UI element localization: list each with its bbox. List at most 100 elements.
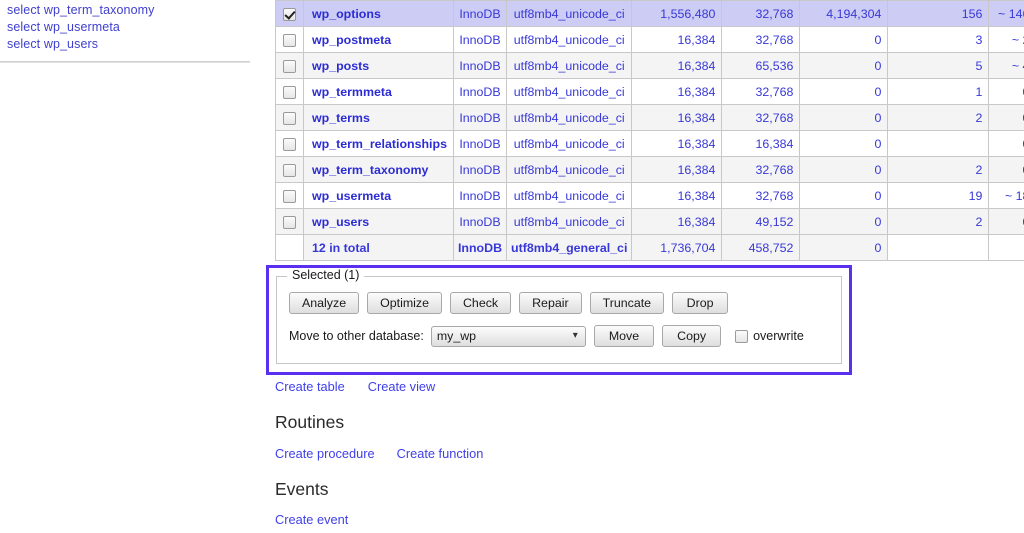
optimize-button[interactable]: Optimize — [367, 292, 442, 314]
routines-links-row: Create procedure Create function — [275, 446, 483, 461]
table-free-cell: 0 — [799, 182, 889, 209]
overwrite-label: overwrite — [753, 329, 804, 343]
left-pane-divider — [0, 61, 250, 63]
total-size-cell: 1,736,704 — [631, 234, 723, 261]
table-engine-cell: InnoDB — [452, 208, 508, 235]
table-rows-cell: 2 — [887, 104, 990, 131]
create-procedure-link[interactable]: Create procedure — [275, 446, 375, 461]
row-checkbox[interactable] — [283, 137, 296, 151]
create-event-link[interactable]: Create event — [275, 512, 349, 527]
move-button[interactable]: Move — [593, 325, 655, 347]
table-row[interactable]: wp_terms InnoDB utf8mb4_unicode_ci 16,38… — [275, 104, 1024, 131]
row-checkbox-cell[interactable] — [275, 78, 304, 105]
table-row[interactable]: wp_termmeta InnoDB utf8mb4_unicode_ci 16… — [275, 78, 1024, 105]
row-checkbox[interactable] — [283, 189, 296, 203]
table-name-link[interactable]: wp_term_relationships — [312, 136, 447, 151]
move-to-database-row: Move to other database: my_wp ▾ Move Cop… — [289, 325, 804, 347]
table-free-cell: 0 — [799, 208, 889, 235]
table-free-cell: 0 — [799, 130, 889, 157]
table-engine-cell: InnoDB — [452, 78, 508, 105]
table-size-cell: 16,384 — [631, 130, 723, 157]
table-name-link[interactable]: wp_usermeta — [312, 188, 392, 203]
nav-link-select-wp-term-taxonomy[interactable]: select wp_term_taxonomy — [7, 3, 155, 17]
table-free-cell: 4,194,304 — [799, 0, 889, 27]
create-function-link[interactable]: Create function — [396, 446, 484, 461]
table-row[interactable]: wp_users InnoDB utf8mb4_unicode_ci 16,38… — [275, 208, 1024, 235]
table-name-cell[interactable]: wp_posts — [303, 52, 454, 79]
row-checkbox[interactable] — [283, 59, 296, 73]
table-name-link[interactable]: wp_term_taxonomy — [312, 162, 429, 177]
table-collation-cell: utf8mb4_unicode_ci — [506, 0, 633, 27]
table-free-cell: 0 — [799, 52, 889, 79]
drop-button[interactable]: Drop — [672, 292, 729, 314]
table-name-cell[interactable]: wp_postmeta — [303, 26, 454, 53]
table-row[interactable]: wp_options InnoDB utf8mb4_unicode_ci 1,5… — [275, 0, 1024, 27]
create-table-link[interactable]: Create table — [275, 379, 345, 394]
table-approx-cell: 0 — [988, 156, 1024, 183]
table-size-cell: 16,384 — [631, 78, 723, 105]
chevron-down-icon: ▾ — [572, 329, 578, 341]
table-rows-cell: 3 — [887, 26, 990, 53]
row-checkbox-cell[interactable] — [275, 104, 304, 131]
truncate-button[interactable]: Truncate — [589, 292, 665, 314]
table-collation-cell: utf8mb4_unicode_ci — [506, 130, 633, 157]
table-name-link[interactable]: wp_users — [312, 214, 370, 229]
row-checkbox-cell[interactable] — [275, 52, 304, 79]
table-free-cell: 0 — [799, 104, 889, 131]
table-name-cell[interactable]: wp_options — [303, 0, 454, 27]
selected-action-buttons: Analyze Optimize Check Repair Truncate D… — [289, 292, 729, 314]
table-collation-cell: utf8mb4_unicode_ci — [506, 182, 633, 209]
table-name-cell[interactable]: wp_terms — [303, 104, 454, 131]
table-overhead-cell: 32,768 — [721, 104, 801, 131]
table-name-link[interactable]: wp_posts — [312, 58, 370, 73]
table-name-cell[interactable]: wp_usermeta — [303, 182, 454, 209]
check-button[interactable]: Check — [449, 292, 512, 314]
row-checkbox-cell[interactable] — [275, 26, 304, 53]
target-database-select[interactable]: my_wp ▾ — [430, 325, 586, 347]
analyze-button[interactable]: Analyze — [289, 292, 360, 314]
table-overhead-cell: 49,152 — [721, 208, 801, 235]
nav-link-select-wp-users[interactable]: select wp_users — [7, 37, 99, 51]
table-row[interactable]: wp_posts InnoDB utf8mb4_unicode_ci 16,38… — [275, 52, 1024, 79]
row-checkbox[interactable] — [283, 111, 296, 125]
row-checkbox[interactable] — [283, 215, 296, 229]
row-checkbox-cell[interactable] — [275, 130, 304, 157]
row-checkbox-cell[interactable] — [275, 208, 304, 235]
table-row[interactable]: wp_postmeta InnoDB utf8mb4_unicode_ci 16… — [275, 26, 1024, 53]
row-checkbox-cell[interactable] — [275, 0, 304, 27]
events-links-row: Create event — [275, 512, 348, 527]
table-row[interactable]: wp_term_taxonomy InnoDB utf8mb4_unicode_… — [275, 156, 1024, 183]
overwrite-option[interactable]: overwrite — [735, 329, 804, 343]
table-approx-cell: ~ 4 — [988, 52, 1024, 79]
row-checkbox-cell[interactable] — [275, 182, 304, 209]
overwrite-checkbox[interactable] — [735, 329, 749, 343]
table-overhead-cell: 32,768 — [721, 78, 801, 105]
repair-button[interactable]: Repair — [519, 292, 582, 314]
create-view-link[interactable]: Create view — [367, 379, 436, 394]
total-label-cell: 12 in total — [303, 234, 454, 261]
row-checkbox[interactable] — [283, 7, 296, 21]
table-name-cell[interactable]: wp_termmeta — [303, 78, 454, 105]
table-rows-cell: 1 — [887, 78, 990, 105]
table-row[interactable]: wp_term_relationships InnoDB utf8mb4_uni… — [275, 130, 1024, 157]
nav-link-select-wp-usermeta[interactable]: select wp_usermeta — [7, 20, 120, 34]
table-name-cell[interactable]: wp_term_relationships — [303, 130, 454, 157]
row-checkbox-cell[interactable] — [275, 156, 304, 183]
row-checkbox[interactable] — [283, 33, 296, 47]
table-approx-cell: ~ 18 — [988, 182, 1024, 209]
row-checkbox[interactable] — [283, 163, 296, 177]
table-size-cell: 16,384 — [631, 182, 723, 209]
table-name-link[interactable]: wp_terms — [312, 110, 370, 125]
table-name-link[interactable]: wp_termmeta — [312, 84, 392, 99]
table-engine-cell: InnoDB — [452, 26, 508, 53]
table-row[interactable]: wp_usermeta InnoDB utf8mb4_unicode_ci 16… — [275, 182, 1024, 209]
table-name-link[interactable]: wp_postmeta — [312, 32, 392, 47]
table-size-cell: 1,556,480 — [631, 0, 723, 27]
left-pane: select wp_term_taxonomy select wp_userme… — [0, 0, 252, 533]
copy-button[interactable]: Copy — [662, 325, 722, 347]
table-name-cell[interactable]: wp_term_taxonomy — [303, 156, 454, 183]
table-rows-cell — [887, 130, 990, 157]
table-name-link[interactable]: wp_options — [312, 6, 381, 21]
table-name-cell[interactable]: wp_users — [303, 208, 454, 235]
row-checkbox[interactable] — [283, 85, 296, 99]
